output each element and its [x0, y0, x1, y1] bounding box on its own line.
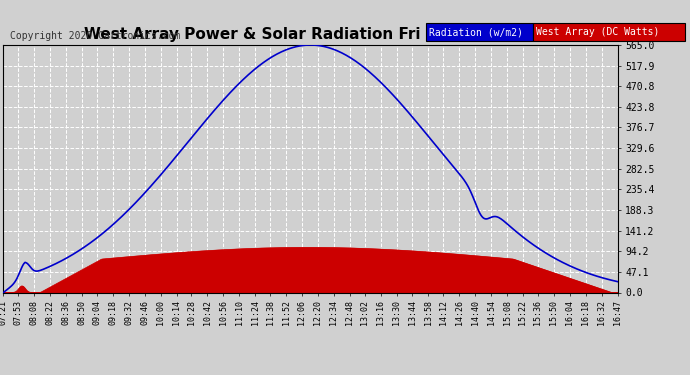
Text: Copyright 2020 Cartronics.com: Copyright 2020 Cartronics.com	[10, 32, 181, 41]
Text: West Array (DC Watts): West Array (DC Watts)	[536, 27, 660, 37]
Title: West Array Power & Solar Radiation Fri Feb 14 16:47: West Array Power & Solar Radiation Fri F…	[84, 27, 537, 42]
Text: Radiation (w/m2): Radiation (w/m2)	[429, 27, 523, 37]
